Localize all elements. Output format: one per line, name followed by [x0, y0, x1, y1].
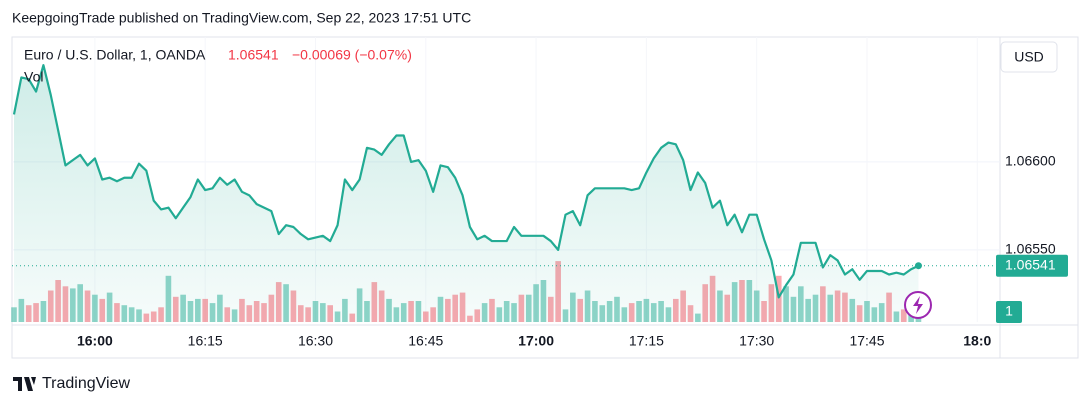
x-tick-label: 16:00 — [77, 333, 113, 349]
currency-button[interactable] — [1000, 41, 1058, 73]
last-point — [914, 262, 922, 270]
x-tick-label: 16:45 — [408, 333, 443, 349]
price-line — [12, 64, 919, 299]
lightning-glyph — [913, 296, 923, 314]
y-tick-label: 1.06600 — [1005, 153, 1056, 169]
x-tick-label: 16:15 — [188, 333, 223, 349]
plot — [11, 37, 1000, 323]
change: −0.00069 (−0.07%) — [292, 47, 412, 63]
symbol: Euro / U.S. Dollar, 1, OANDA — [24, 47, 206, 63]
chart-frame — [11, 36, 1079, 359]
last-price-badge: 1.06541 — [1005, 256, 1056, 272]
x-tick-label: 17:15 — [629, 333, 664, 349]
volume-badge: 1 — [1005, 303, 1013, 319]
volume-label: Vol — [24, 69, 43, 85]
logo-mark — [13, 377, 36, 391]
x-tick-label: 18:0 — [963, 333, 991, 349]
x-tick-label: 17:45 — [849, 333, 884, 349]
brand: TradingView — [42, 375, 130, 392]
x-tick-label: 16:30 — [298, 333, 333, 349]
price-area — [14, 65, 919, 323]
publisher: KeepgoingTrade published on TradingView.… — [12, 10, 471, 26]
currency[interactable]: USD — [1014, 49, 1044, 65]
volume-badge-bg — [996, 301, 1022, 323]
y-tick-label: 1.06550 — [1005, 241, 1056, 257]
x-tick-label: 17:30 — [739, 333, 774, 349]
last-price: 1.06541 — [228, 47, 279, 63]
last-price-badge-bg — [996, 254, 1068, 277]
x-tick-label: 17:00 — [518, 333, 554, 349]
logo — [13, 377, 36, 391]
